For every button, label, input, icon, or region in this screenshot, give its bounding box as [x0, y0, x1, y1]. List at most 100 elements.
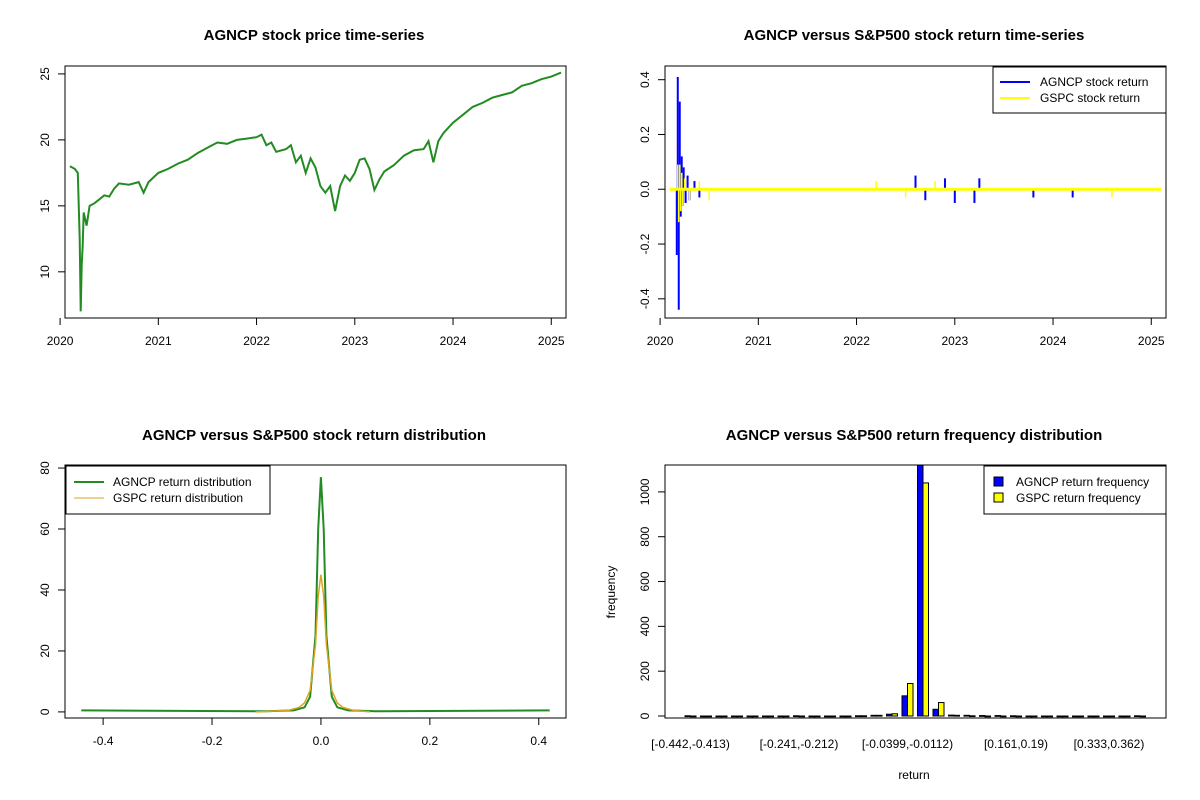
agncp-freq-bar: [1072, 715, 1079, 718]
chart-title-price: AGNCP stock price time-series: [204, 27, 425, 44]
x-tick-label: 2025: [538, 334, 565, 348]
plot-area-return-dist: -0.4 -0.2 0.0 0.2 0.4 0 20 40 60 80: [38, 461, 550, 748]
x-tick-label: [0.161,0.19): [984, 737, 1048, 751]
x-tick-label: [-0.442,-0.413): [651, 737, 730, 751]
legend-box: [992, 66, 1167, 114]
agncp-freq-bar: [994, 715, 1001, 717]
x-tick-label: 2022: [843, 334, 870, 348]
gspc-freq-bar: [938, 702, 945, 717]
plot-area-freq: 0 200 400 600 800 1000 [-0.442,-0.413) [-0.241,…: [638, 464, 1146, 751]
legend-label-gspc: GSPC stock return: [1040, 91, 1140, 105]
y-tick-label: 20: [38, 644, 52, 658]
y-tick-label: -0.4: [638, 288, 652, 309]
y-tick-label: 800: [638, 526, 652, 546]
x-tick-label: 0.4: [530, 734, 547, 748]
agncp-freq-bar: [715, 715, 722, 718]
plot-area-return-ts: 2020 2021 2022 2023 2024 2025 -0.4 -0.2 0.0 0.2 0.…: [638, 71, 1165, 348]
plot-frame-return-ts: [664, 65, 1167, 319]
x-tick-label: [-0.0399,-0.0112): [862, 737, 953, 751]
y-tick-label: 400: [638, 616, 652, 636]
y-tick-label: 25: [38, 67, 52, 81]
y-tick-label: 1000: [638, 478, 652, 505]
legend-label-agncp: AGNCP return frequency: [1016, 475, 1149, 489]
y-tick-label: 0.4: [638, 71, 652, 88]
agncp-freq-bar: [824, 715, 831, 718]
x-axis-label-freq: return: [898, 768, 929, 782]
agncp-freq-bar: [917, 464, 924, 717]
agncp-freq-bar: [901, 695, 908, 717]
plot-frame-return-dist: [64, 464, 567, 719]
legend-return-ts: AGNCP stock return GSPC stock return: [992, 66, 1167, 114]
x-tick-label: 2020: [47, 334, 74, 348]
gspc-freq-bar: [984, 715, 991, 718]
y-tick-label: -0.2: [638, 233, 652, 254]
agncp-freq-bar: [808, 715, 815, 718]
gspc-freq-bar: [891, 713, 898, 717]
gspc-freq-bar: [953, 714, 960, 717]
y-tick-label: 40: [38, 583, 52, 597]
x-tick-label: 0.0: [313, 734, 330, 748]
chart-title-freq: AGNCP versus S&P500 return frequency dis…: [726, 427, 1103, 444]
gspc-freq-bar: [860, 715, 867, 718]
legend-label-gspc: GSPC return distribution: [113, 491, 243, 505]
agncp-density-line: [81, 477, 550, 713]
gspc-freq-bar: [1046, 715, 1053, 718]
gspc-freq-bar: [736, 715, 743, 718]
legend-swatch-gspc: [993, 492, 1004, 503]
x-tick-label: 0.2: [422, 734, 439, 748]
agncp-freq-bar: [700, 715, 707, 718]
legend-label-agncp: AGNCP stock return: [1040, 75, 1148, 89]
agncp-freq-bar: [1010, 715, 1017, 718]
gspc-freq-bar: [752, 715, 759, 718]
price-series-line: [69, 71, 562, 312]
gspc-freq-bar: [783, 715, 790, 718]
legend-label-gspc: GSPC return frequency: [1016, 491, 1141, 505]
agncp-freq-bar: [684, 715, 691, 718]
chart-title-return-dist: AGNCP versus S&P500 stock return distrib…: [142, 427, 486, 444]
agncp-freq-bar: [870, 714, 877, 717]
agncp-freq-bar: [1103, 715, 1110, 718]
gspc-freq-bar: [922, 482, 929, 717]
gspc-freq-bar: [829, 715, 836, 718]
y-tick-label: 15: [38, 199, 52, 213]
legend-box: [65, 465, 271, 515]
gspc-freq-bar: [1062, 715, 1069, 718]
gspc-freq-bar: [1124, 715, 1131, 718]
y-tick-label: 200: [638, 661, 652, 681]
agncp-freq-bar: [746, 715, 753, 718]
legend-swatch-agncp: [993, 476, 1004, 487]
legend-freq: AGNCP return frequency GSPC return frequ…: [983, 465, 1167, 515]
panel-return-ts: AGNCP versus S&P500 stock return time-se…: [638, 27, 1167, 348]
agncp-freq-bar: [963, 714, 970, 717]
x-tick-label: 2021: [745, 334, 772, 348]
gspc-freq-bar: [767, 715, 774, 718]
y-axis-label-freq: frequency: [604, 566, 618, 619]
gspc-freq-bar: [876, 714, 883, 717]
x-tick-label: [-0.241,-0.212): [760, 737, 839, 751]
gspc-freq-bar: [969, 715, 976, 718]
y-tick-label: 600: [638, 571, 652, 591]
agncp-freq-bar: [1041, 715, 1048, 718]
y-tick-label: 10: [38, 265, 52, 279]
gspc-freq-bar: [845, 715, 852, 718]
agncp-freq-bar: [731, 715, 738, 718]
plot-frame-freq: [664, 464, 1167, 719]
y-tick-label: 0: [38, 708, 52, 715]
agncp-freq-bar: [777, 715, 784, 718]
x-tick-label: 2025: [1138, 334, 1165, 348]
agncp-freq-bar: [1087, 715, 1094, 718]
x-tick-label: 2024: [440, 334, 467, 348]
gspc-freq-bar: [1139, 715, 1146, 718]
gspc-density-line: [255, 574, 371, 713]
y-tick-label: 60: [38, 522, 52, 536]
agncp-freq-bar: [1134, 715, 1141, 718]
gspc-freq-bar: [814, 715, 821, 718]
gspc-freq-bar: [690, 715, 697, 718]
legend-label-agncp: AGNCP return distribution: [113, 475, 252, 489]
gspc-freq-bar: [1093, 715, 1100, 718]
gspc-freq-bar: [1077, 715, 1084, 718]
gspc-freq-bar: [798, 715, 805, 718]
plot-frame-price: [64, 65, 567, 319]
